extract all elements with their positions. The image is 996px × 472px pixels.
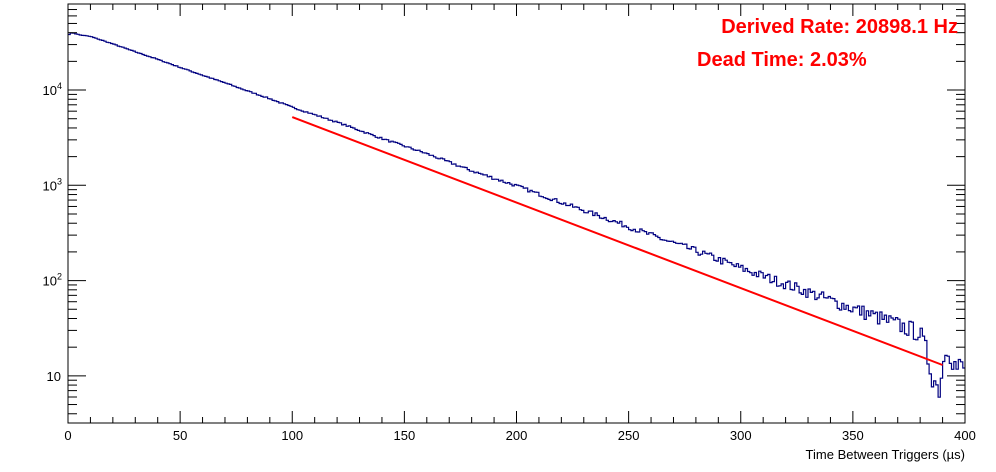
histogram-series: [68, 32, 965, 398]
x-tick-label: 400: [954, 428, 976, 443]
x-tick-label: 50: [173, 428, 187, 443]
axis-ticks: [67, 3, 966, 423]
histogram-line: [68, 32, 965, 398]
y-tick-label: 102: [43, 272, 62, 289]
fit-series: [291, 116, 943, 366]
y-tick-labels: 10 102 103 104: [43, 81, 62, 384]
x-tick-label: 150: [394, 428, 416, 443]
dead-time-annotation: Dead Time: 2.03%: [697, 49, 867, 71]
x-tick-label: 0: [64, 428, 71, 443]
x-tick-label: 200: [506, 428, 528, 443]
x-tick-labels: 0 50 100 150 200 250 300 350 400: [64, 428, 975, 443]
y-tick-label: 103: [43, 176, 62, 193]
fit-line: [291, 116, 943, 366]
x-tick-label: 300: [730, 428, 752, 443]
x-tick-label: 100: [281, 428, 303, 443]
y-tick-label: 104: [43, 81, 62, 98]
y-tick-label: 10: [47, 369, 61, 384]
x-axis-title: Time Between Triggers (µs): [806, 447, 965, 462]
x-tick-label: 250: [618, 428, 640, 443]
derived-rate-annotation: Derived Rate: 20898.1 Hz: [721, 16, 958, 38]
x-tick-label: 350: [842, 428, 864, 443]
